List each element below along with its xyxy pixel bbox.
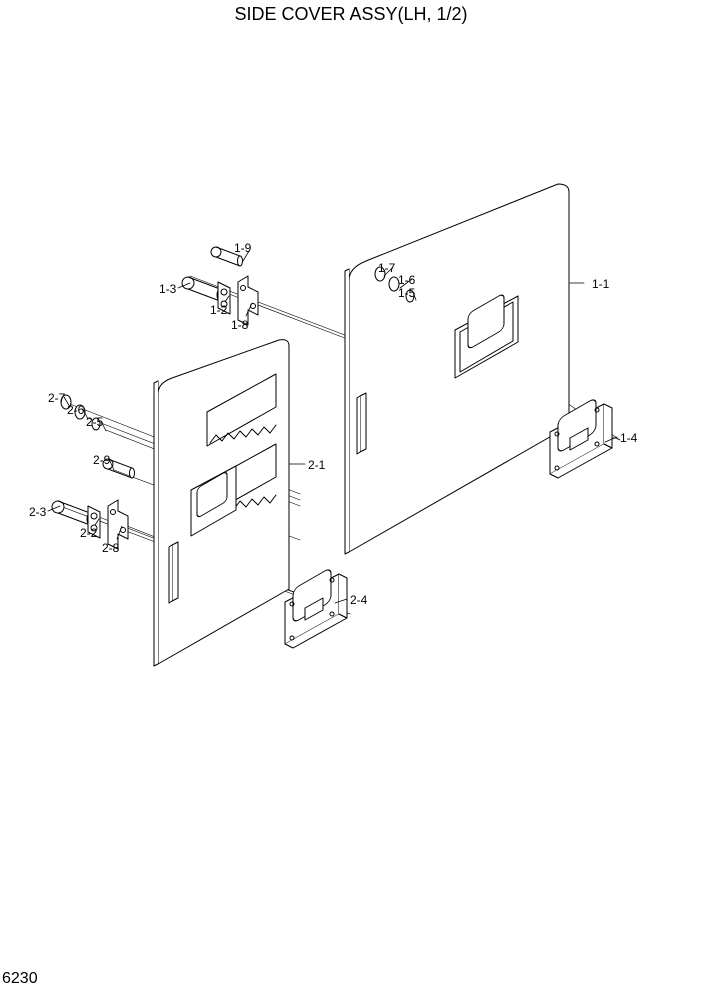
panel-1-1	[345, 184, 569, 554]
callout-2-5: 2-5	[86, 415, 103, 429]
callout-2-1: 2-1	[308, 458, 325, 472]
diagram-title: SIDE COVER ASSY(LH, 1/2)	[0, 4, 702, 25]
page-number: 6230	[2, 970, 38, 988]
callout-1-2: 1-2	[210, 303, 227, 317]
callout-2-3: 2-3	[29, 505, 46, 519]
callout-2-8: 2-8	[102, 541, 119, 555]
callout-2-2: 2-2	[80, 526, 97, 540]
callout-2-6: 2-6	[67, 403, 84, 417]
callout-1-9: 1-9	[234, 241, 251, 255]
callout-2-9: 2-9	[93, 453, 110, 467]
callout-2-4: 2-4	[350, 593, 367, 607]
lock-2-4	[285, 567, 347, 648]
diagram-canvas	[0, 0, 702, 992]
callout-1-4: 1-4	[620, 431, 637, 445]
panel-2-1	[154, 340, 289, 666]
callout-1-6: 1-6	[398, 273, 415, 287]
callout-1-3: 1-3	[159, 282, 176, 296]
callout-1-7: 1-7	[378, 261, 395, 275]
page: SIDE COVER ASSY(LH, 1/2) 6230 1-1 1-9 1-3 1…	[0, 0, 702, 992]
callout-1-1: 1-1	[592, 277, 609, 291]
callout-2-7: 2-7	[48, 391, 65, 405]
callout-1-5: 1-5	[398, 286, 415, 300]
callout-1-8: 1-8	[231, 318, 248, 332]
